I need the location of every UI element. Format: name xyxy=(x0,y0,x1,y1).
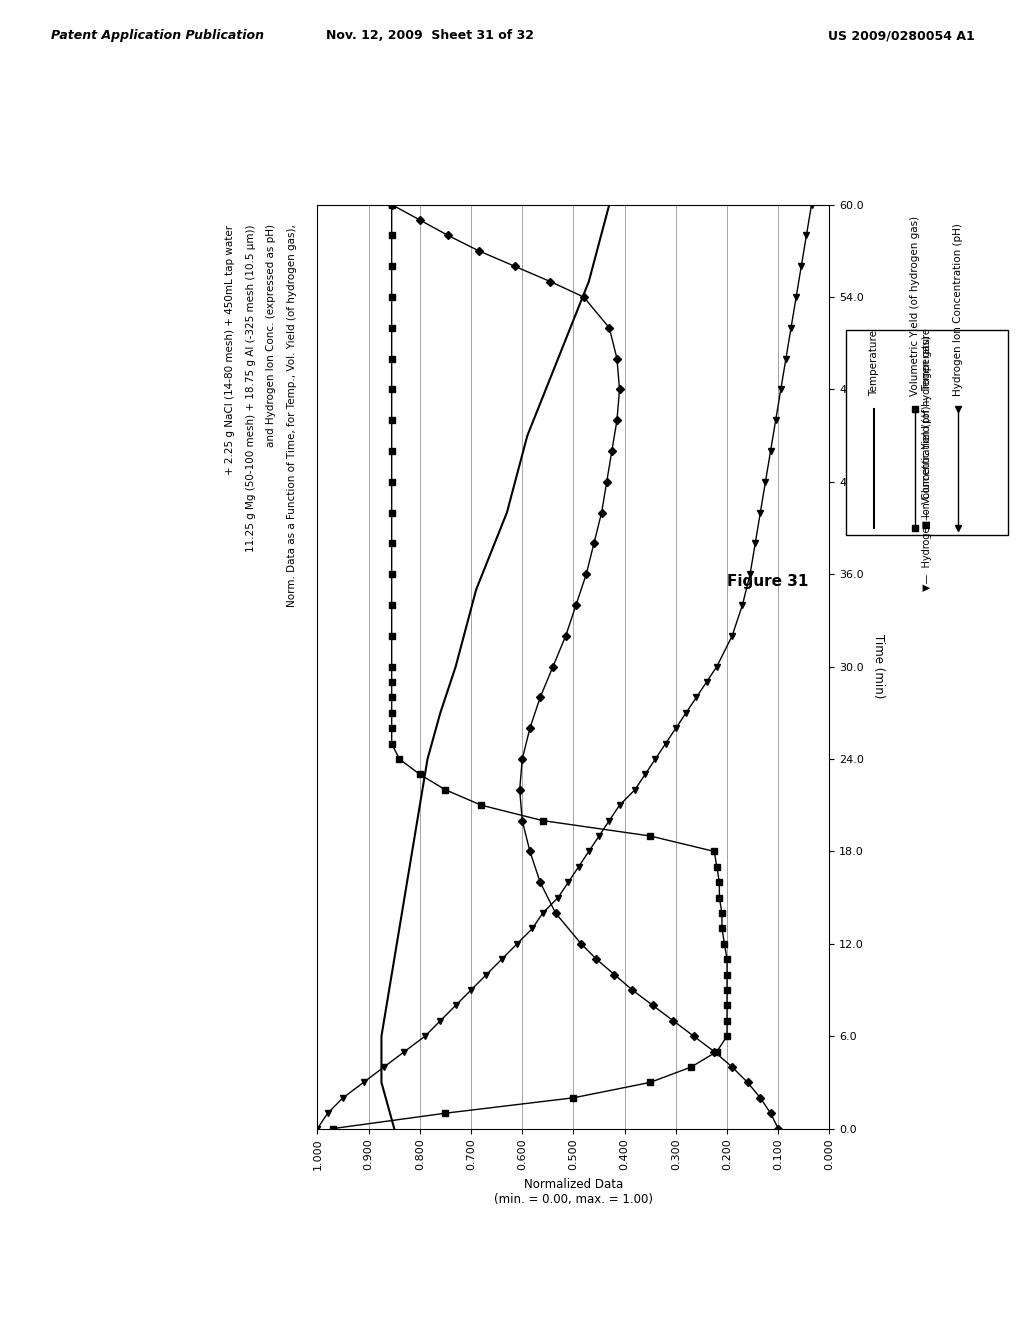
Text: 11.25 g Mg (50-100 mesh) + 18.75 g Al (-325 mesh (10.5 μm)): 11.25 g Mg (50-100 mesh) + 18.75 g Al (-… xyxy=(246,224,256,552)
Text: Norm. Data as a Function of Time, for Temp., Vol. Yield (of hydrogen gas),: Norm. Data as a Function of Time, for Te… xyxy=(287,224,297,607)
X-axis label: Normalized Data
(min. = 0.00, max. = 1.00): Normalized Data (min. = 0.00, max. = 1.0… xyxy=(494,1179,653,1206)
Text: and Hydrogen Ion Conc. (expressed as pH): and Hydrogen Ion Conc. (expressed as pH) xyxy=(266,224,276,447)
Text: —  Temperature: — Temperature xyxy=(922,327,932,405)
Text: Patent Application Publication: Patent Application Publication xyxy=(51,29,264,42)
Text: US 2009/0280054 A1: US 2009/0280054 A1 xyxy=(827,29,975,42)
Text: Hydrogen Ion Concentration (pH): Hydrogen Ion Concentration (pH) xyxy=(953,223,964,396)
Text: Volumetric Yield (of hydrogen gas): Volumetric Yield (of hydrogen gas) xyxy=(910,216,921,396)
Text: ■—  Volumetric Yield (of hydrogen gas): ■— Volumetric Yield (of hydrogen gas) xyxy=(922,335,932,529)
Y-axis label: Time (min): Time (min) xyxy=(872,635,886,698)
Text: + 2.25 g NaCl (14-80 mesh) + 450mL tap water: + 2.25 g NaCl (14-80 mesh) + 450mL tap w… xyxy=(225,224,236,474)
Text: Temperature: Temperature xyxy=(869,330,880,396)
Text: Nov. 12, 2009  Sheet 31 of 32: Nov. 12, 2009 Sheet 31 of 32 xyxy=(326,29,535,42)
Text: ▼—  Hydrogen Ion Concentration (pH): ▼— Hydrogen Ion Concentration (pH) xyxy=(922,405,932,590)
Text: Figure 31: Figure 31 xyxy=(727,574,809,589)
